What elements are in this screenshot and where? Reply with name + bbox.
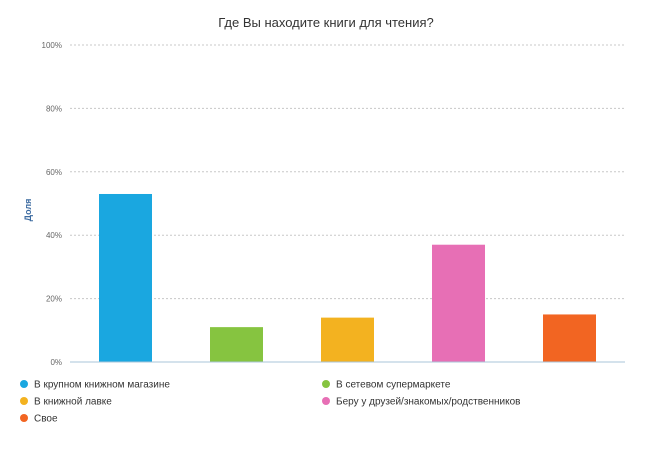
- legend-label: В крупном книжном магазине: [34, 380, 170, 391]
- legend-marker: [20, 380, 28, 388]
- legend-item: Беру у друзей/знакомых/родственников: [322, 397, 520, 408]
- y-axis-ticks: 0% 20% 40% 60% 80% 100%: [42, 41, 62, 367]
- chart-title: Где Вы находите книги для чтения?: [218, 15, 434, 30]
- legend-label: В сетевом супермаркете: [336, 380, 451, 391]
- bar: [432, 244, 485, 362]
- grid-lines: [70, 44, 625, 300]
- bars: [99, 193, 596, 362]
- y-tick-label: 60%: [46, 168, 62, 177]
- legend: В крупном книжном магазине В сетевом супе…: [20, 380, 520, 425]
- legend-marker: [20, 397, 28, 405]
- legend-marker: [20, 414, 28, 422]
- y-tick-label: 0%: [50, 358, 62, 367]
- y-tick-label: 100%: [42, 41, 62, 50]
- legend-marker: [322, 397, 330, 405]
- legend-item: В сетевом супермаркете: [322, 380, 451, 391]
- legend-item: В книжной лавке: [20, 397, 112, 408]
- legend-item: В крупном книжном магазине: [20, 380, 170, 391]
- legend-item: Свое: [20, 414, 58, 425]
- legend-label: В книжной лавке: [34, 397, 112, 408]
- y-tick-label: 20%: [46, 295, 62, 304]
- bar: [543, 314, 596, 362]
- y-axis-label: Доля: [23, 199, 33, 222]
- legend-label: Свое: [34, 414, 58, 425]
- bar: [99, 193, 152, 362]
- y-tick-label: 80%: [46, 104, 62, 113]
- legend-marker: [322, 380, 330, 388]
- legend-label: Беру у друзей/знакомых/родственников: [336, 397, 520, 408]
- bar: [321, 317, 374, 362]
- y-tick-label: 40%: [46, 231, 62, 240]
- bar: [210, 327, 263, 362]
